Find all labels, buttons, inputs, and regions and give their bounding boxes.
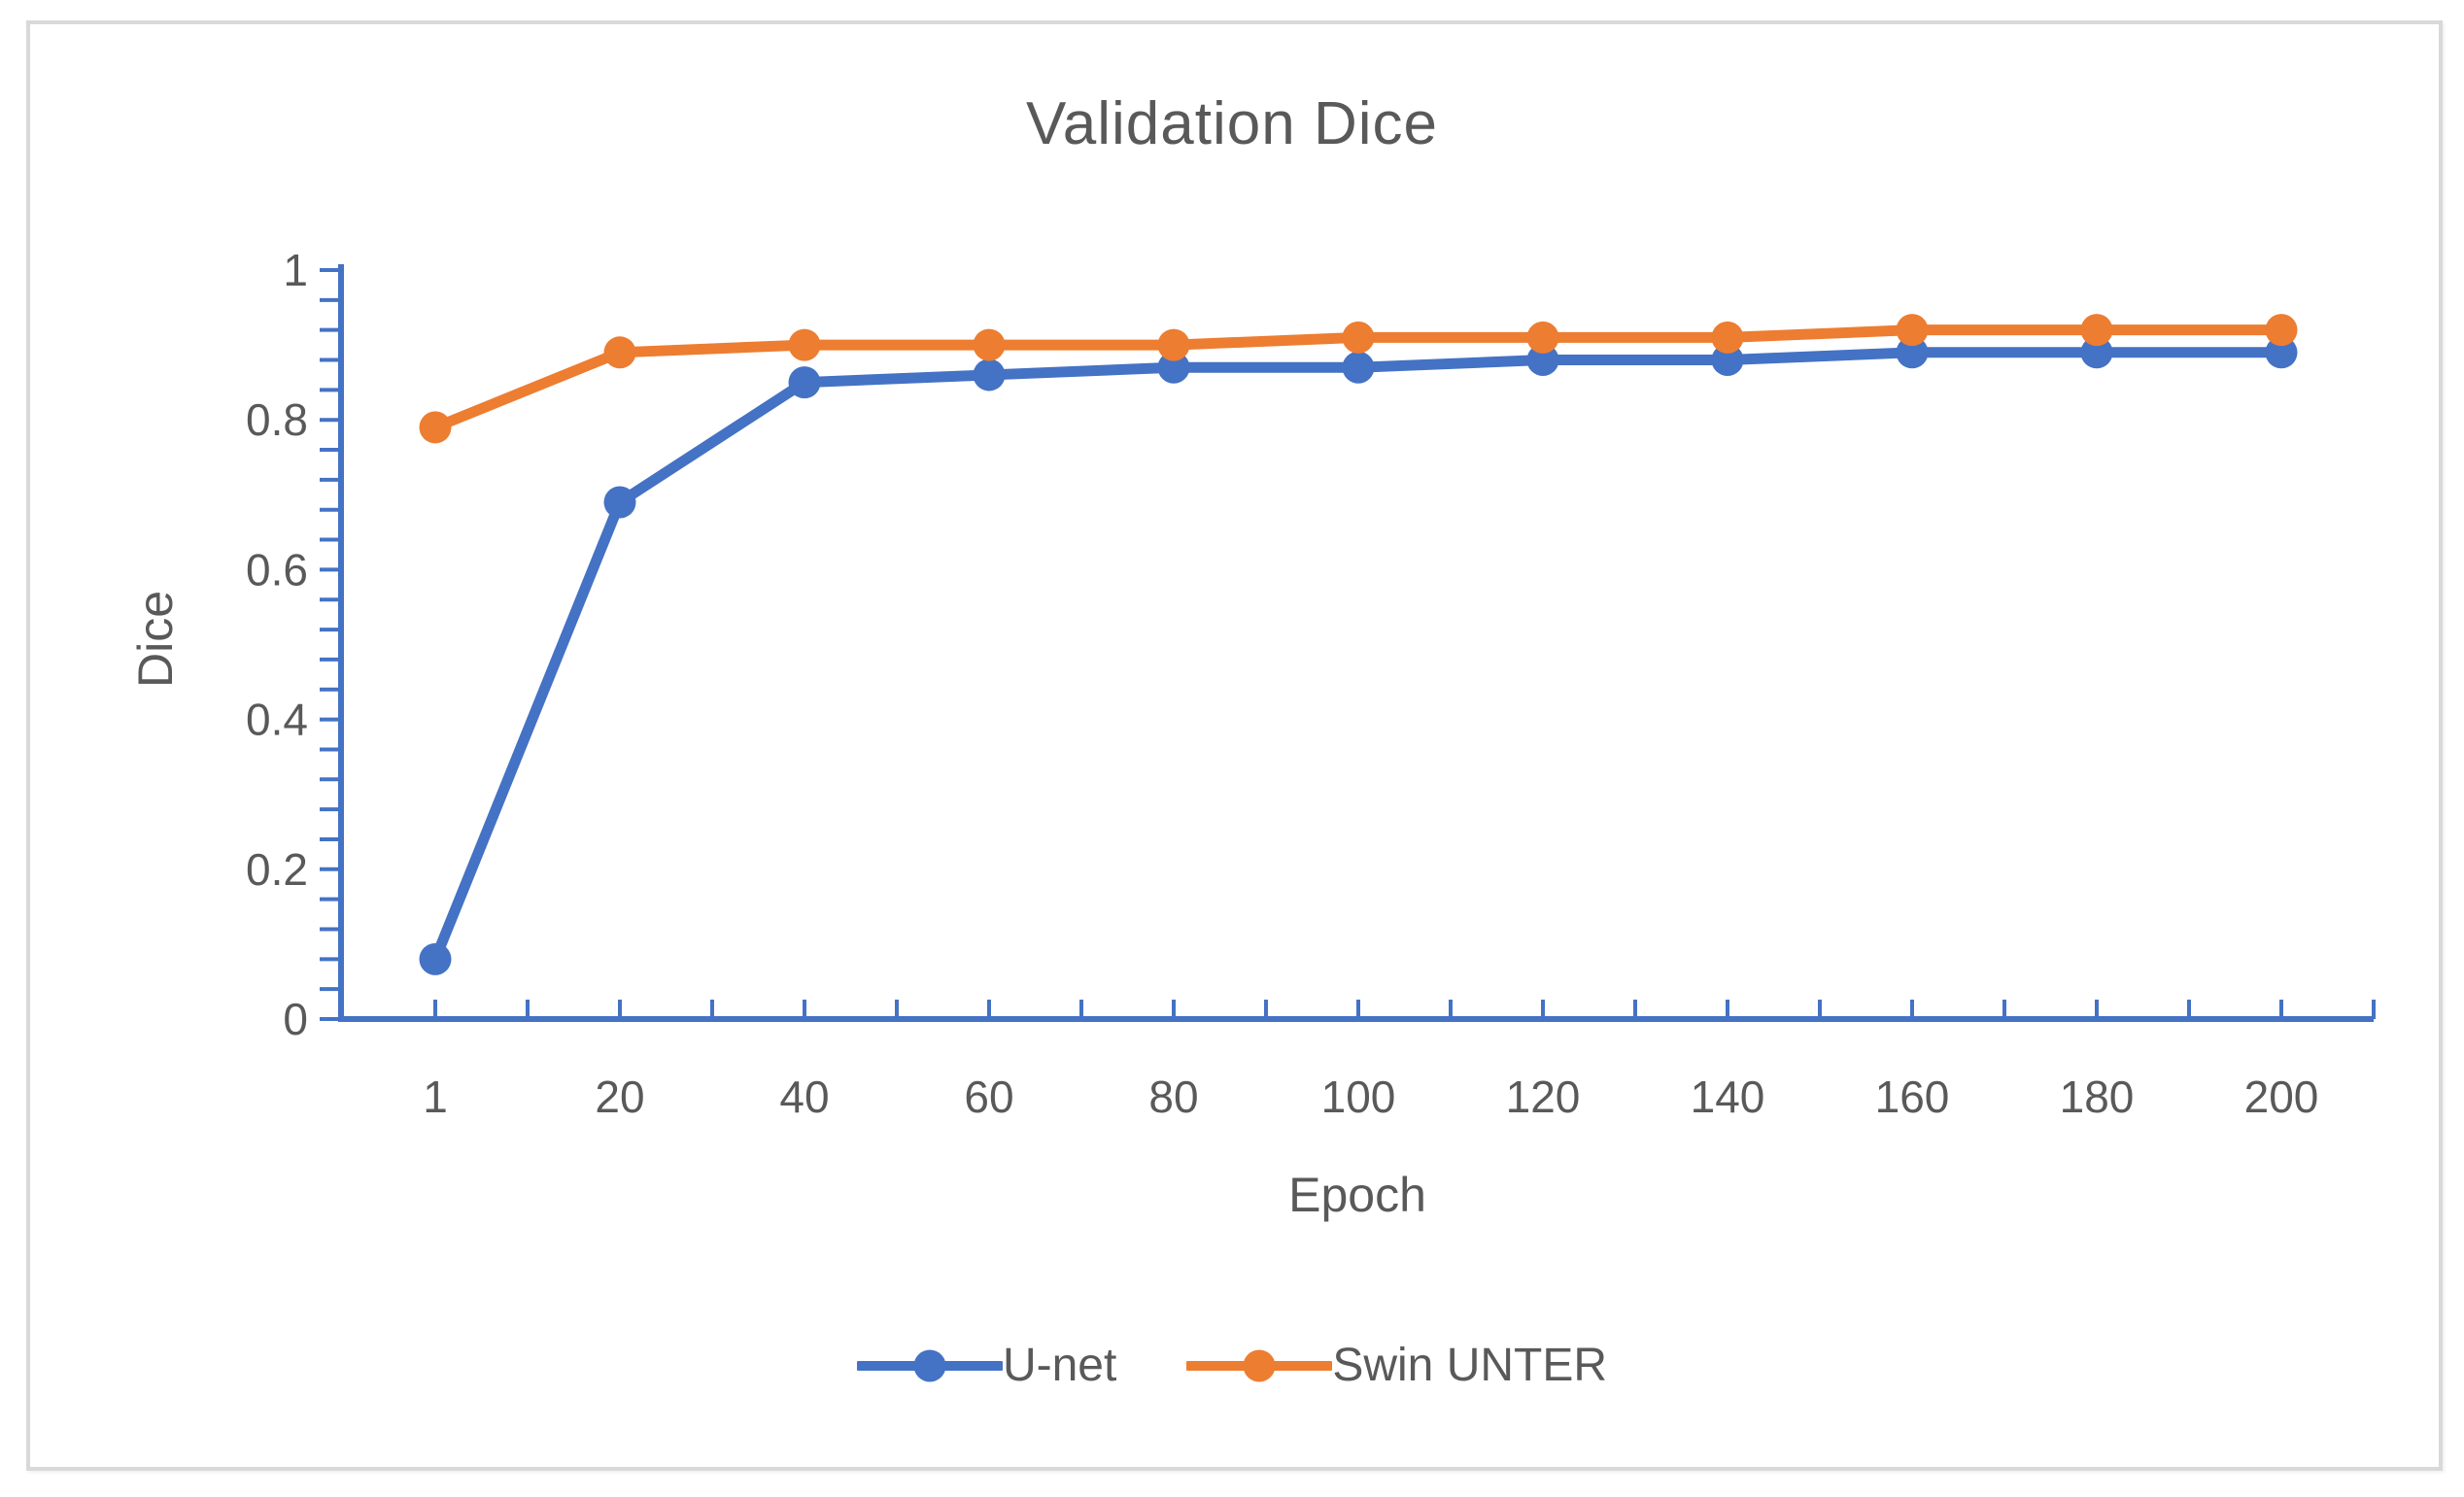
data-point-marker-swin-unter [1342,321,1375,354]
x-tick-label: 140 [1691,1072,1765,1122]
data-point-marker-u-net [1342,351,1375,384]
y-tick-label: 0.4 [246,695,308,745]
x-tick-label: 200 [2244,1072,2319,1122]
data-point-marker-swin-unter [2080,314,2113,347]
x-tick-label: 40 [779,1072,829,1122]
data-point-marker-swin-unter [1157,328,1190,361]
data-point-marker-swin-unter [2265,314,2298,347]
y-tick-label: 0.8 [246,394,308,445]
data-point-marker-u-net [2080,336,2113,369]
x-tick-label: 80 [1148,1072,1198,1122]
series-line-u-net [429,347,2287,965]
data-point-marker-swin-unter [788,328,821,361]
data-point-marker-swin-unter [1526,321,1559,354]
y-tick-label: 0.6 [246,544,308,595]
legend-label-swin-unter: Swin UNTER [1332,1340,1608,1391]
series-u-net [419,336,2298,975]
series-swin-unter [419,314,2298,444]
data-point-marker-u-net [1896,336,1929,369]
chart-frame-border [26,20,2443,1471]
y-tick-label: 0 [283,994,308,1044]
x-tick-label: 160 [1875,1072,1950,1122]
x-tick-label: 60 [964,1072,1013,1122]
data-point-marker-u-net [788,366,821,399]
legend-marker-swin-unter [1186,1349,1333,1381]
data-point-marker-swin-unter [419,411,452,444]
data-point-marker-u-net [1711,344,1744,377]
data-point-marker-u-net [419,942,452,975]
chart-title: Validation Dice [1026,90,1438,157]
data-point-marker-swin-unter [973,328,1006,361]
y-tick-label: 1 [283,245,308,295]
data-point-marker-u-net [1157,351,1190,384]
legend-item-u-net: U-net [856,1339,1117,1392]
data-point-marker-u-net [603,486,636,519]
legend-label-u-net: U-net [1002,1340,1117,1391]
legend-marker-u-net [856,1349,1003,1381]
x-tick-label: 180 [2060,1072,2135,1122]
data-point-marker-swin-unter [1896,314,1929,347]
chart-legend: U-net Swin UNTER [0,1339,2464,1392]
x-tick-label: 1 [423,1072,448,1122]
x-tick-label: 100 [1321,1072,1396,1122]
data-point-marker-swin-unter [1711,321,1744,354]
data-point-marker-u-net [2265,336,2298,369]
data-point-marker-u-net [973,358,1006,391]
x-tick-label: 120 [1506,1072,1581,1122]
data-point-marker-swin-unter [603,336,636,369]
x-tick-label: 20 [595,1072,644,1122]
legend-item-swin-unter: Swin UNTER [1186,1339,1607,1392]
x-axis-title: Epoch [1288,1168,1426,1222]
y-tick-label: 0.2 [246,844,308,895]
data-point-marker-u-net [1526,344,1559,377]
